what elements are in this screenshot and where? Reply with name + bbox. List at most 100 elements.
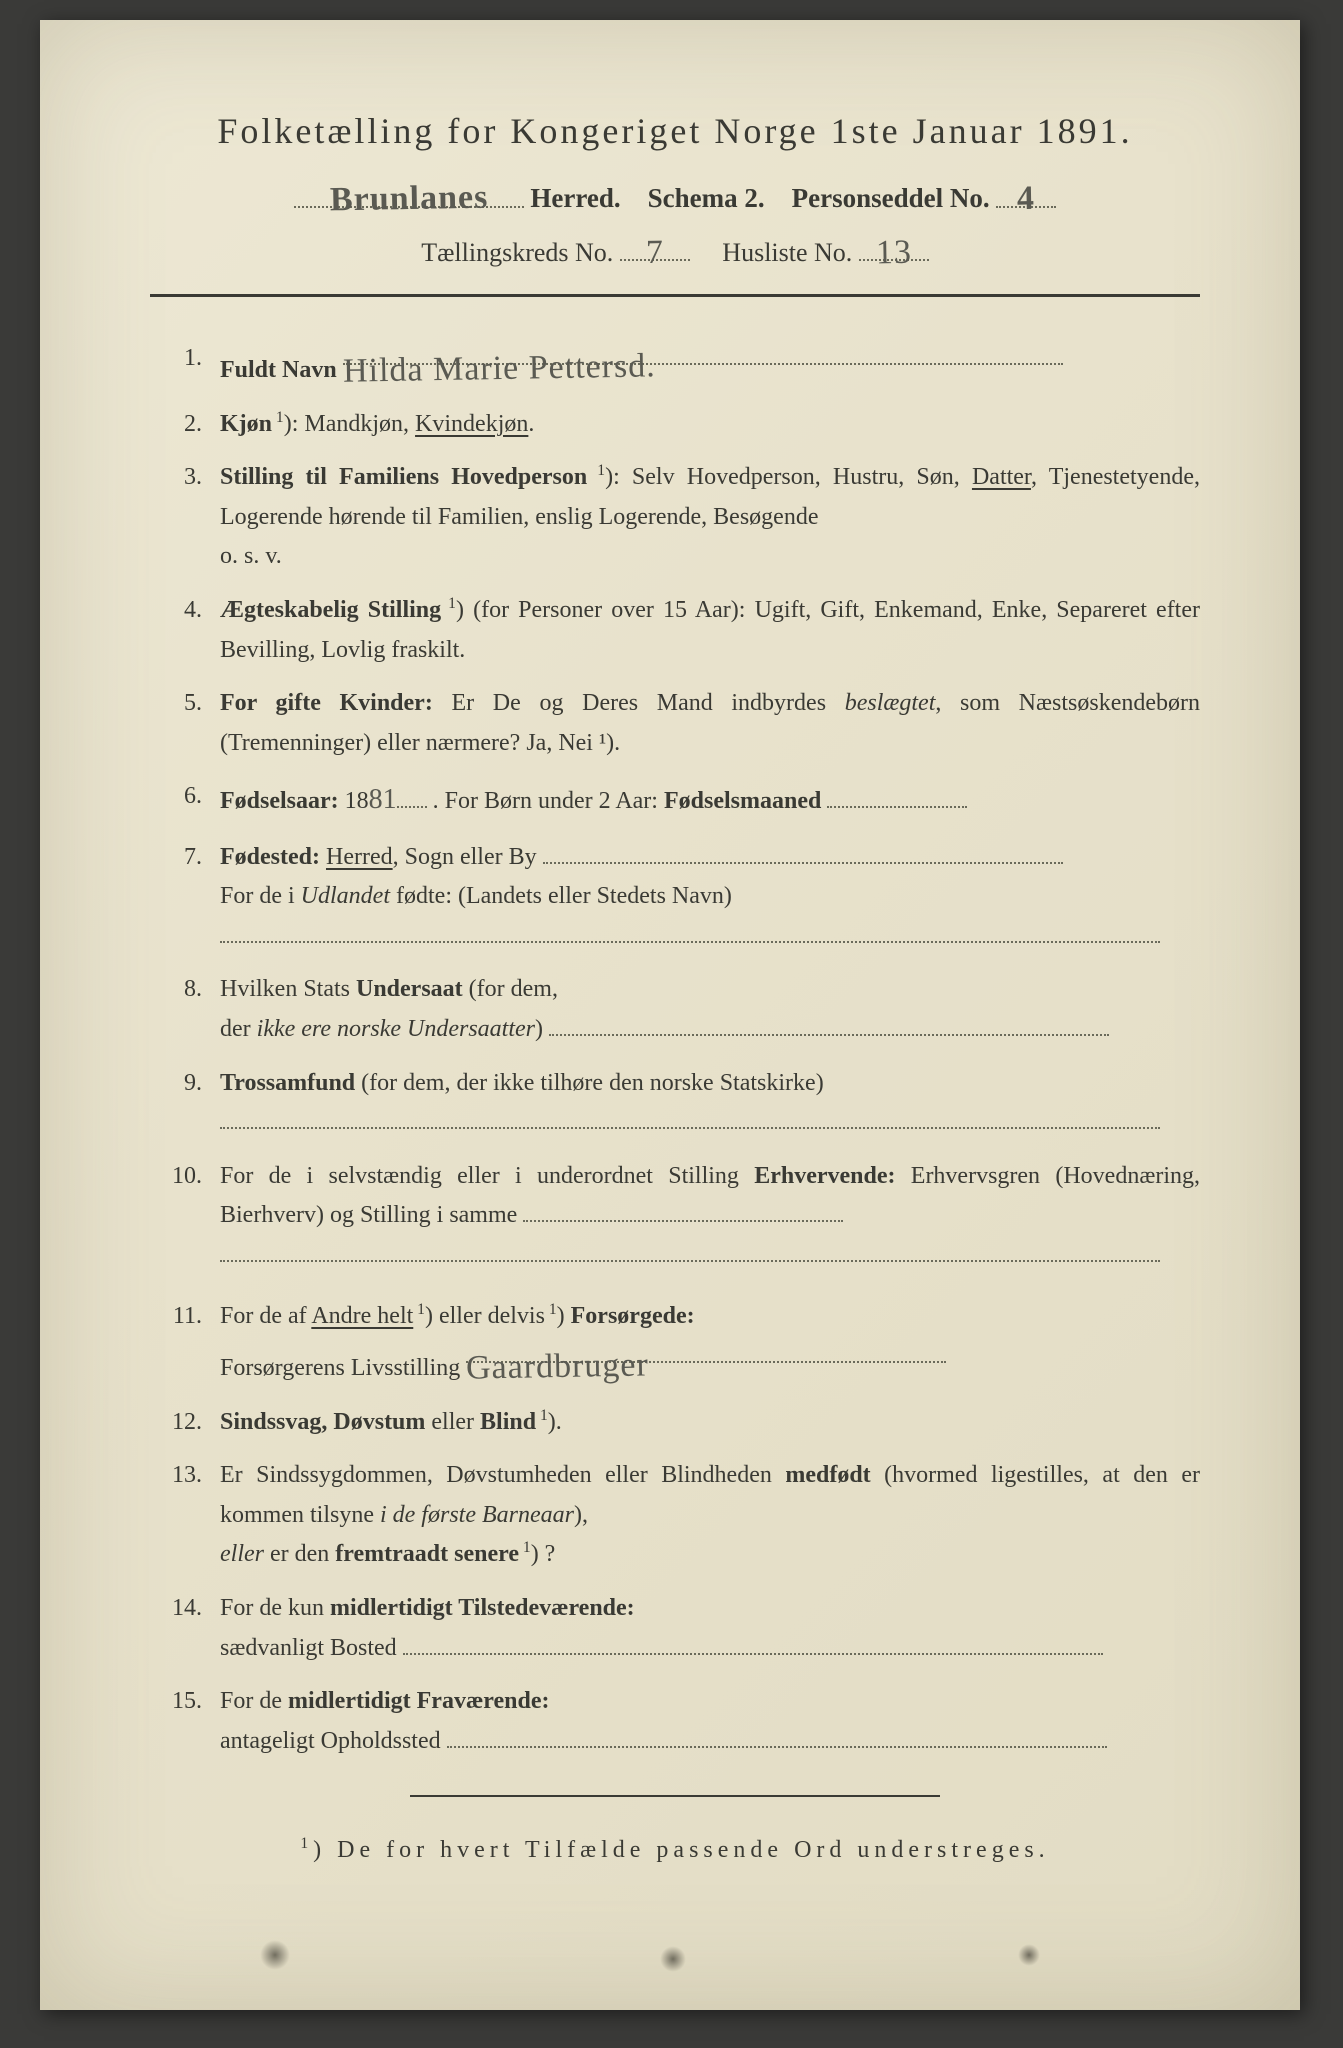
title-text: Folketælling for Kongeriget Norge 1ste J… (217, 111, 1132, 151)
forsorger-livsstilling: Forsørgerens Livsstilling (220, 1355, 460, 1381)
personseddel-no-hw: 4 (1017, 180, 1036, 218)
header-line-2: Brunlanes Herred. Schema 2. Personseddel… (150, 178, 1200, 214)
item8-l2a: der (220, 1016, 257, 1042)
trossamfund-label: Trossamfund (220, 1070, 355, 1096)
item-number: 1. (158, 339, 220, 391)
udlandet: Udlandet (301, 883, 390, 909)
kvindekjon-underlined: Kvindekjøn (415, 411, 528, 437)
item-number: 3. (158, 458, 220, 577)
item14-pre: For de kun (220, 1595, 330, 1621)
item7-l2a: For de i (220, 883, 301, 909)
blind-label: Blind (480, 1409, 536, 1435)
item-7: 7. Fødested: Herred, Sogn eller By For d… (158, 838, 1200, 957)
item-14: 14. For de kun midlertidigt Tilstedevære… (158, 1589, 1200, 1668)
item-number: 8. (158, 970, 220, 1049)
footnote-rule (410, 1795, 940, 1797)
item13-b4: er den (264, 1541, 335, 1567)
item-number: 10. (158, 1157, 220, 1276)
item-number: 11. (158, 1297, 220, 1388)
item-number: 2. (158, 405, 220, 445)
andre-helt-underlined: Andre helt (311, 1303, 413, 1329)
item-6-label: Fødselsaar: (220, 788, 339, 814)
schema-label: Schema 2. (648, 183, 765, 213)
husliste-label: Husliste No. (722, 238, 852, 267)
livsstilling-hw: Gaardbruger (466, 1337, 650, 1396)
census-form-page: Folketælling for Kongeriget Norge 1ste J… (40, 20, 1300, 2010)
item-label: Fuldt Navn (220, 357, 337, 383)
item-number: 14. (158, 1589, 220, 1668)
undersaat-label: Undersaat (356, 976, 463, 1002)
item-6: 6. Fødselsaar: 1881 . For Børn under 2 A… (158, 777, 1200, 823)
item-9: 9. Trossamfund (for dem, der ikke tilhør… (158, 1064, 1200, 1143)
item-number: 12. (158, 1403, 220, 1443)
item-8-pre: Hvilken Stats (220, 976, 356, 1002)
kreds-label: Tællingskreds No. (421, 238, 613, 267)
item7-l2b: fødte: (Landets eller Stedets Navn) (390, 883, 732, 909)
item-8-body: (for dem, (463, 976, 558, 1002)
header-line-3: Tællingskreds No. 7 Husliste No. 13 (150, 232, 1200, 268)
beslaegtet: beslægtet (845, 690, 936, 716)
footnote: 1) De for hvert Tilfælde passende Ord un… (150, 1835, 1200, 1864)
item-5-label: For gifte Kvinder: (220, 690, 433, 716)
herred-underlined: Herred (326, 844, 393, 870)
item13-b3: ), (574, 1502, 588, 1528)
item-12: 12. Sindssvag, Døvstum eller Blind 1). (158, 1403, 1200, 1443)
item-10-pre: For de i selvstændig eller i underordnet… (220, 1163, 754, 1189)
form-items: 1. Fuldt Navn Hilda Marie Pettersd. 2. K… (150, 339, 1200, 1761)
item-1: 1. Fuldt Navn Hilda Marie Pettersd. (158, 339, 1200, 391)
item-2: 2. Kjøn 1): Mandkjøn, Kvindekjøn. (158, 405, 1200, 445)
item-7-label: Fødested: (220, 844, 320, 870)
item-number: 15. (158, 1682, 220, 1761)
item-11: 11. For de af Andre helt 1) eller delvis… (158, 1297, 1200, 1388)
fravaerende-label: midlertidigt Fraværende: (288, 1688, 550, 1714)
item13-b1: Er Sindssygdommen, Døvstumheden eller Bl… (220, 1462, 785, 1488)
item-3: 3. Stilling til Familiens Hovedperson 1)… (158, 458, 1200, 577)
item-8: 8. Hvilken Stats Undersaat (for dem, der… (158, 970, 1200, 1049)
item-4: 4. Ægteskabelig Stilling 1) (for Persone… (158, 591, 1200, 670)
item-13: 13. Er Sindssygdommen, Døvstumheden elle… (158, 1456, 1200, 1575)
personseddel-label: Personseddel No. (792, 183, 990, 213)
forste-barneaar: i de første Barneaar (380, 1502, 574, 1528)
medfodt: medfødt (785, 1462, 870, 1488)
ikke-norske: ikke ere norske Undersaatter (257, 1016, 535, 1042)
tilstedevaerende-label: midlertidigt Tilstedeværende: (330, 1595, 635, 1621)
opholdssted-label: antageligt Opholdssted (220, 1728, 441, 1754)
item-15: 15. For de midlertidigt Fraværende: anta… (158, 1682, 1200, 1761)
item-number: 6. (158, 777, 220, 823)
item11-pre: For de af (220, 1303, 311, 1329)
name-handwritten: Hilda Marie Pettersd. (342, 338, 656, 400)
paper-spot (260, 1940, 290, 1970)
item-5: 5. For gifte Kvinder: Er De og Deres Man… (158, 684, 1200, 763)
item-number: 4. (158, 591, 220, 670)
footnote-text: De for hvert Tilfælde passende Ord under… (337, 1837, 1050, 1863)
osv: o. s. v. (220, 543, 282, 569)
sindssvag-label: Sindssvag, Døvstum (220, 1409, 425, 1435)
herred-handwritten: Brunlanes (329, 179, 488, 220)
erhvervende-label: Erhvervende: (754, 1163, 895, 1189)
paper-spot (660, 1946, 686, 1972)
datter-underlined: Datter (972, 464, 1031, 490)
kreds-no-hw: 7 (645, 234, 664, 272)
header-rule (150, 294, 1200, 297)
husliste-no-hw: 13 (875, 234, 912, 273)
item-10: 10. For de i selvstændig eller i underor… (158, 1157, 1200, 1276)
item-6-mid: . For Børn under 2 Aar: (433, 788, 664, 814)
forsorgede-label: Forsørgede: (571, 1303, 695, 1329)
item-number: 5. (158, 684, 220, 763)
item-number: 9. (158, 1064, 220, 1143)
item8-l2b: ) (535, 1016, 543, 1042)
eller: eller (220, 1541, 264, 1567)
bosted-label: sædvanligt Bosted (220, 1635, 397, 1661)
item-5-body1: Er De og Deres Mand indbyrdes (452, 690, 845, 716)
fodselsmaaned-label: Fødselsmaaned (664, 788, 821, 814)
item-9-body: (for dem, der ikke tilhøre den norske St… (361, 1070, 824, 1096)
item-number: 13. (158, 1456, 220, 1575)
form-title: Folketælling for Kongeriget Norge 1ste J… (150, 110, 1200, 152)
paper-spot (1018, 1944, 1040, 1966)
fremtraadt-senere: fremtraadt senere (335, 1541, 519, 1567)
year-prefix: 18 (345, 788, 369, 814)
item12-body: eller (425, 1409, 480, 1435)
item-number: 7. (158, 838, 220, 957)
birthyear-hw: 81 (369, 784, 397, 815)
form-header: Folketælling for Kongeriget Norge 1ste J… (150, 110, 1200, 297)
